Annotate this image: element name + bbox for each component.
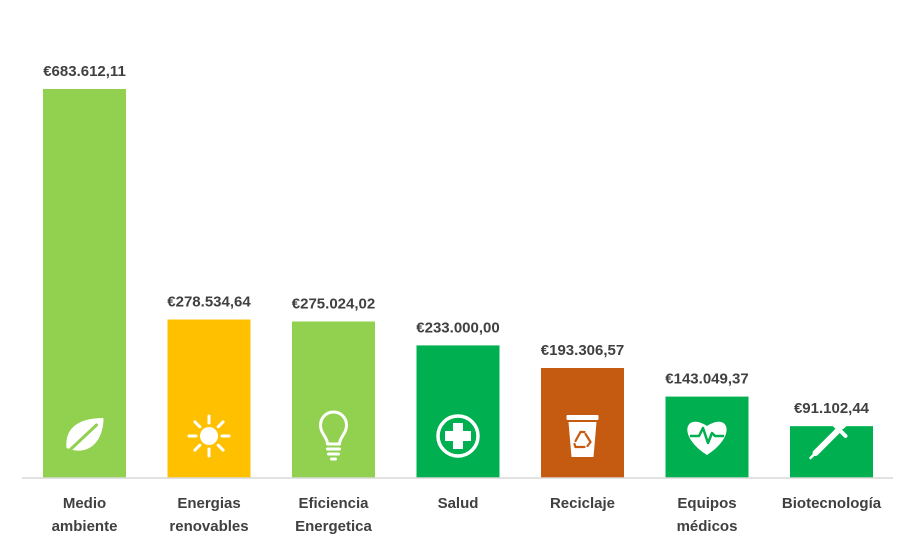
category-label-line: renovables	[169, 518, 248, 535]
bar-biotecnologia	[790, 416, 873, 478]
category-label: Medio ambiente	[52, 495, 118, 535]
leaf-icon	[62, 418, 104, 458]
category-label: Reciclaje	[550, 495, 615, 512]
lightbulb-icon	[319, 410, 348, 461]
category-label-line: Biotecnología	[782, 495, 882, 512]
category-label-line: Energetica	[295, 518, 372, 535]
value-label: €275.024,02	[292, 296, 375, 313]
bar-reciclaje	[541, 368, 624, 478]
category-label: Energias renovables	[169, 495, 248, 535]
value-label: €683.612,11	[43, 63, 126, 80]
bar-equipos-medicos	[665, 396, 749, 478]
bar-medio-ambiente	[43, 89, 126, 478]
category-label-line: Equipos	[677, 495, 736, 512]
bar-energias-renovables	[167, 319, 251, 478]
category-label-line: Reciclaje	[550, 495, 615, 512]
value-label: €91.102,44	[794, 400, 870, 417]
value-label: €143.049,37	[665, 371, 748, 388]
category-label-line: Medio	[63, 495, 106, 512]
bar-rect	[292, 321, 375, 478]
medical-cross-icon	[436, 414, 480, 458]
value-label: €278.534,64	[167, 294, 251, 311]
bar-rect	[416, 345, 500, 478]
category-label-line: Salud	[438, 495, 479, 512]
category-label: Salud	[438, 495, 479, 512]
bar-salud	[416, 345, 500, 478]
value-label: €193.306,57	[541, 342, 624, 359]
category-label: Biotecnología	[782, 495, 882, 512]
sun-icon	[187, 414, 231, 458]
category-label-line: ambiente	[52, 518, 118, 535]
bars-group	[43, 89, 873, 478]
heart-pulse-icon	[687, 421, 727, 455]
bar-eficiencia-energetica	[292, 321, 375, 478]
pipette-icon	[809, 416, 851, 460]
labels-group: €683.612,11 Medio ambiente €278.534,64 Energ…	[43, 63, 882, 535]
bar-rect	[43, 89, 126, 478]
recycle-bin-icon	[566, 415, 599, 457]
category-label: Equipos médicos	[677, 495, 738, 535]
category-label-line: médicos	[677, 518, 738, 535]
category-label-line: Eficiencia	[298, 495, 369, 512]
value-label: €233.000,00	[416, 319, 499, 336]
category-label: Eficiencia Energetica	[295, 495, 372, 535]
category-label-line: Energias	[177, 495, 240, 512]
